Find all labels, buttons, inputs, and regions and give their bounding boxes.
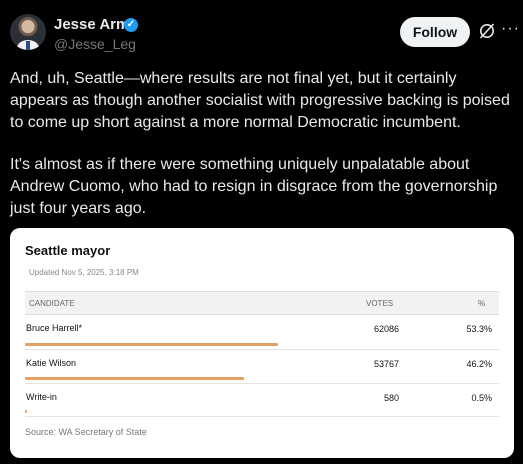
- row-3-candidate: Write-in: [26, 392, 57, 402]
- row-2-votes: 53767: [373, 359, 399, 369]
- row-1-percent: 53.3%: [466, 324, 492, 334]
- header-candidate: CANDIDATE: [29, 294, 75, 314]
- row-1-candidate: Bruce Harrell*: [26, 323, 83, 333]
- row-divider: [25, 416, 499, 417]
- more-options-icon[interactable]: ···: [501, 20, 520, 37]
- row-2-candidate: Katie Wilson: [26, 358, 77, 368]
- row-3-percent: 0.5%: [471, 393, 492, 403]
- row-divider: [25, 383, 499, 384]
- avatar-tie: [26, 41, 30, 50]
- row-3-bar: [25, 410, 28, 413]
- avatar[interactable]: [10, 14, 46, 50]
- follow-button[interactable]: Follow: [400, 17, 470, 47]
- tweet-body: And, uh, Seattle—where results are not f…: [10, 68, 516, 220]
- row-3-votes: 580: [383, 393, 399, 403]
- tweet-paragraph-1: And, uh, Seattle—where results are not f…: [10, 70, 510, 131]
- header-percent: %: [478, 294, 486, 314]
- row-2-bar: [25, 377, 244, 380]
- card-source: Source: WA Secretary of State: [25, 427, 147, 437]
- grok-icon[interactable]: [478, 22, 496, 40]
- header-votes: VOTES: [366, 294, 394, 314]
- row-1-votes: 62086: [373, 324, 399, 334]
- author-display-name[interactable]: Jesse Arm: [54, 16, 130, 33]
- verified-badge-icon: ✓: [124, 18, 138, 32]
- table-header-row: [25, 291, 499, 315]
- row-divider: [25, 349, 499, 350]
- tweet-paragraph-2: It's almost as if there were something u…: [10, 156, 498, 217]
- card-title: Seattle mayor: [25, 243, 111, 258]
- card-updated-timestamp: Updated Nov 5, 2025, 3:18 PM: [29, 268, 139, 277]
- row-2-percent: 46.2%: [466, 359, 492, 369]
- author-handle[interactable]: @Jesse_Leg: [54, 36, 136, 52]
- election-results-card[interactable]: Seattle mayor Updated Nov 5, 2025, 3:18 …: [10, 228, 514, 458]
- row-1-bar: [25, 343, 278, 346]
